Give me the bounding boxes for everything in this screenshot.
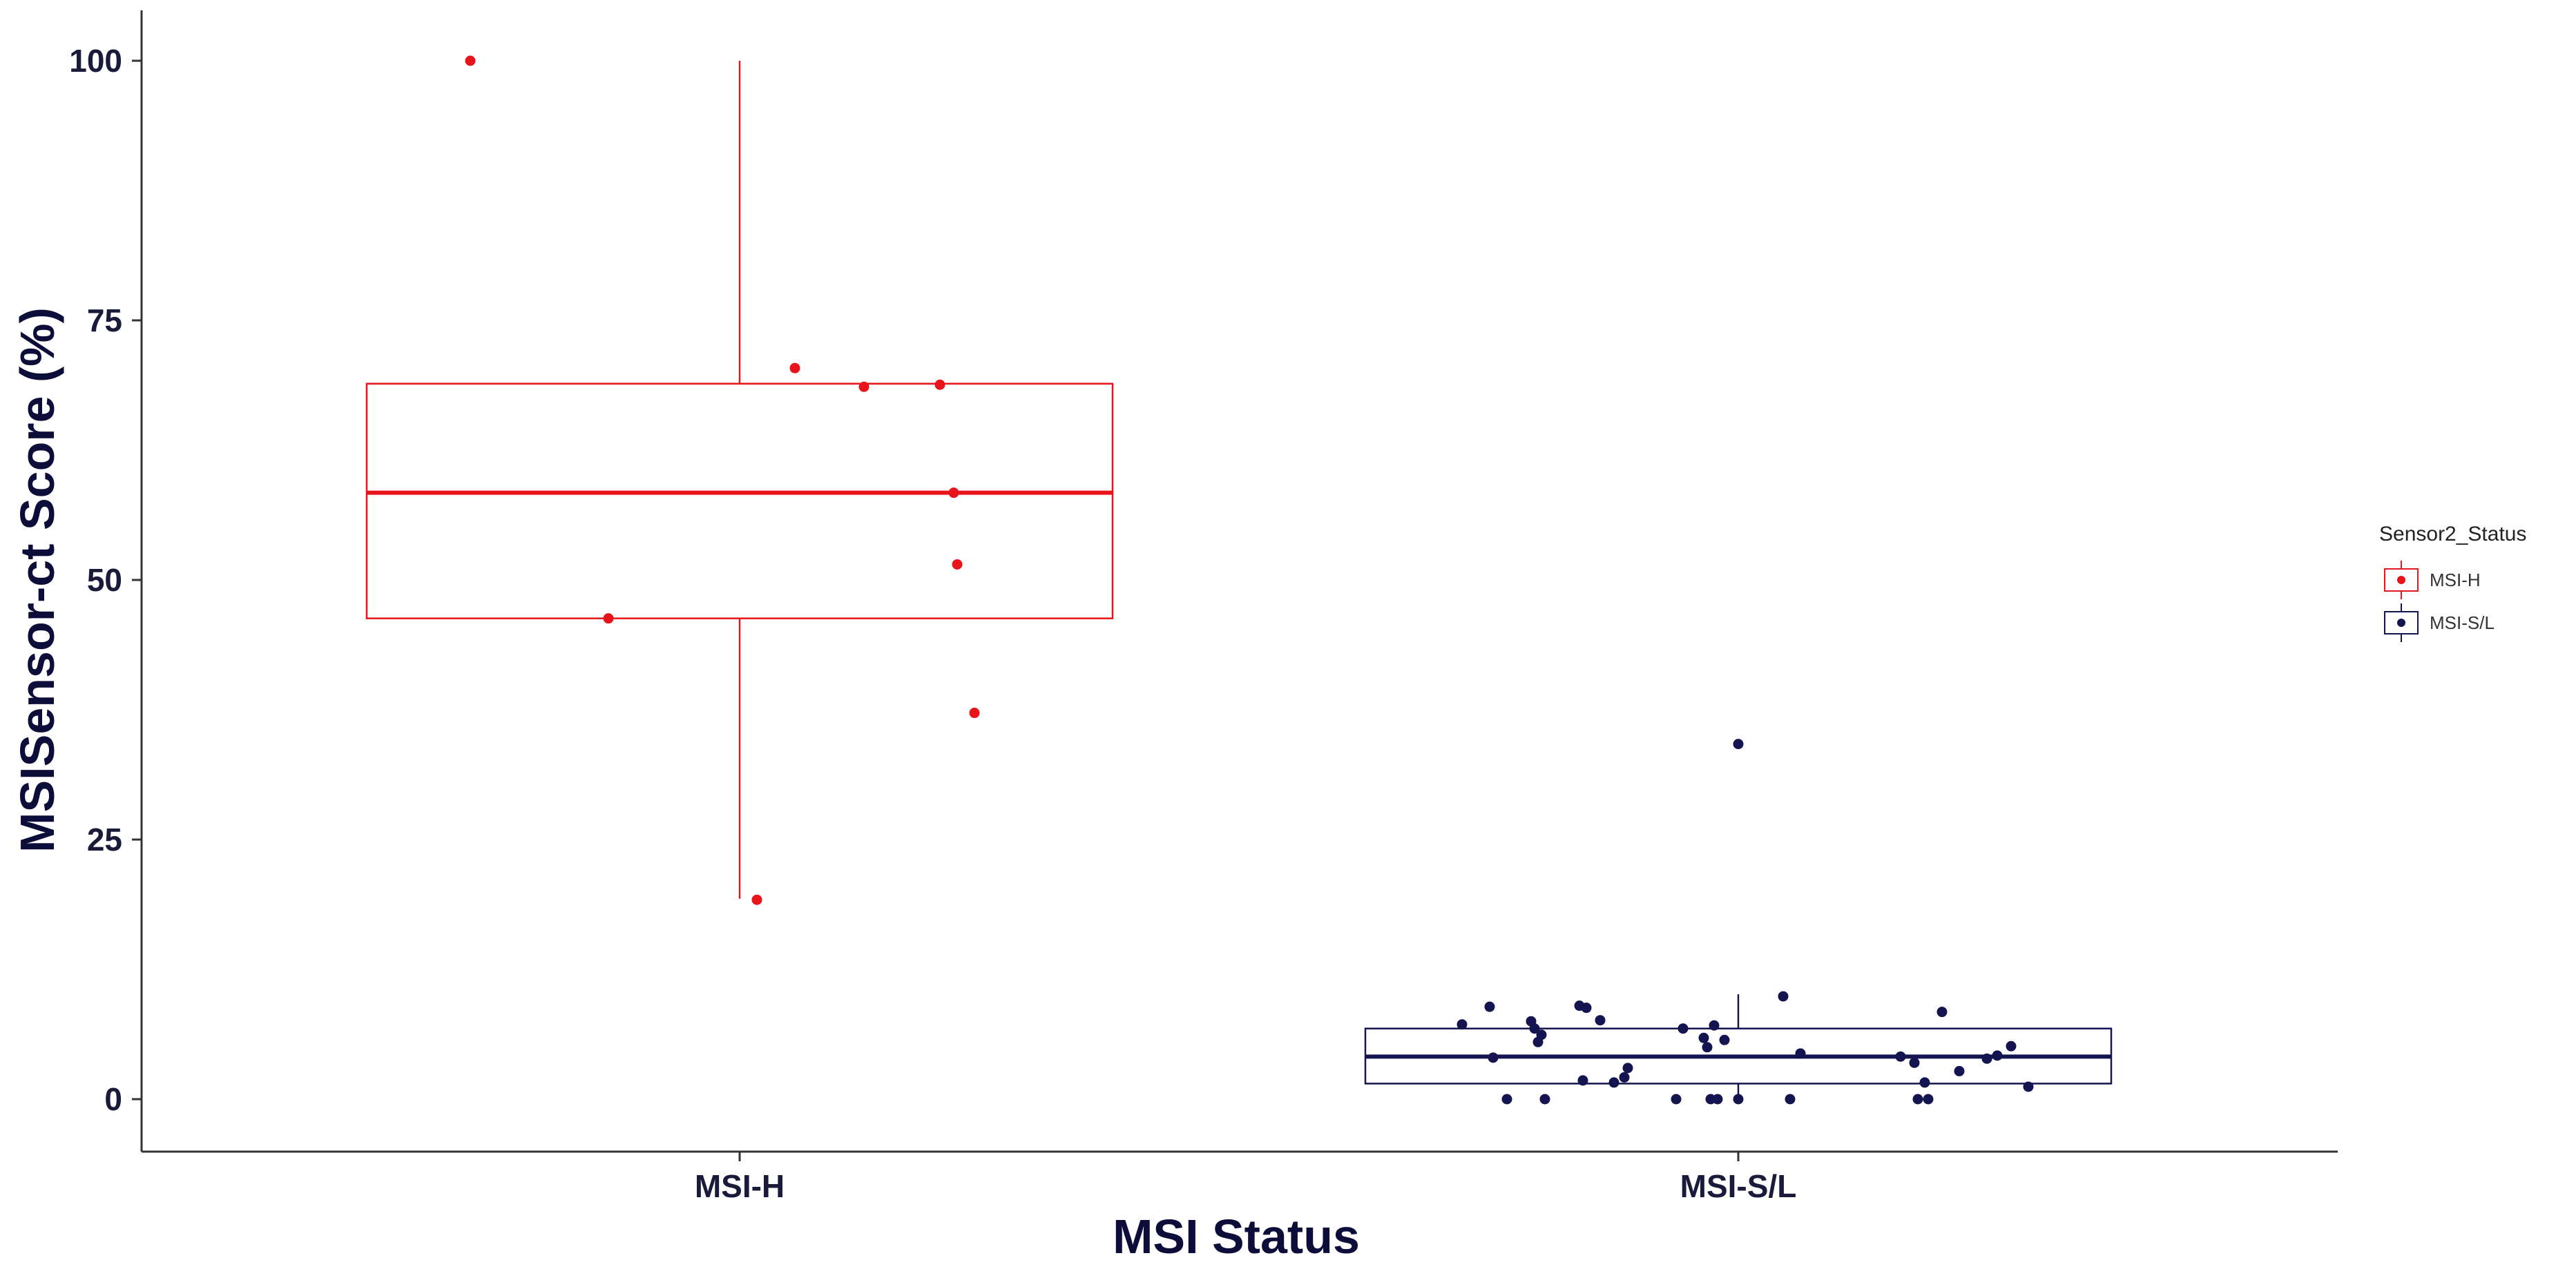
data-point — [1992, 1050, 2003, 1061]
box-series-layer — [365, 61, 2113, 1099]
data-point — [1909, 1057, 1920, 1068]
data-point — [1778, 991, 1789, 1002]
data-point — [1619, 1072, 1630, 1083]
box-msi-s-l — [1364, 994, 2113, 1099]
data-point — [1595, 1015, 1606, 1026]
legend: Sensor2_Status MSI-H MSI-S/L — [2379, 523, 2526, 642]
data-point — [1608, 1077, 1619, 1088]
data-point — [1581, 1002, 1592, 1014]
data-point — [1539, 1094, 1550, 1105]
data-point — [1622, 1063, 1633, 1074]
data-point — [952, 559, 963, 570]
y-tick-label: 0 — [104, 1081, 122, 1117]
data-point — [1954, 1065, 1965, 1076]
data-point — [1712, 1094, 1723, 1105]
legend-label: MSI-S/L — [2430, 612, 2495, 633]
x-axis-title: MSI Status — [1113, 1210, 1360, 1263]
y-tick-label: 75 — [87, 302, 122, 338]
data-point — [1536, 1029, 1547, 1040]
legend-key-point — [2397, 619, 2405, 627]
data-point — [751, 894, 762, 905]
x-tick-label: MSI-H — [695, 1168, 785, 1204]
legend-title: Sensor2_Status — [2379, 523, 2526, 545]
data-point — [1733, 1094, 1744, 1105]
data-point — [1529, 1023, 1540, 1034]
data-point — [1457, 1019, 1468, 1030]
legend-item-msi-s-l: MSI-S/L — [2384, 603, 2495, 642]
y-tick-label: 25 — [87, 822, 122, 858]
plot-area: 0 25 50 75 100 MSI-H MSI-S/L — [69, 10, 2338, 1204]
data-point — [858, 381, 869, 392]
data-point — [934, 379, 945, 390]
data-point — [1709, 1020, 1720, 1031]
legend-key-point — [2397, 576, 2405, 584]
data-point — [948, 487, 959, 498]
data-point — [1698, 1032, 1709, 1043]
data-point — [969, 708, 980, 719]
data-point — [465, 55, 476, 66]
data-point — [1501, 1094, 1512, 1105]
y-axis-title: MSISensor-ct Score (%) — [10, 307, 64, 853]
data-point — [1912, 1094, 1923, 1105]
data-point — [1678, 1023, 1689, 1034]
data-point — [1671, 1094, 1682, 1105]
legend-items: MSI-H MSI-S/L — [2384, 561, 2495, 642]
y-tick-label: 50 — [87, 562, 122, 598]
jitter-points-layer — [465, 55, 2034, 1105]
y-tick-label: 100 — [69, 43, 122, 79]
y-axis-ticks: 0 25 50 75 100 — [69, 43, 142, 1117]
data-point — [2006, 1040, 2017, 1052]
data-point — [1923, 1094, 1934, 1105]
data-point — [1936, 1007, 1948, 1018]
data-point — [2023, 1081, 2034, 1092]
legend-item-msi-h: MSI-H — [2384, 561, 2481, 599]
x-axis-ticks: MSI-H MSI-S/L — [695, 1152, 1797, 1204]
data-point — [1488, 1052, 1499, 1063]
box-iqr — [365, 382, 1114, 619]
x-tick-label: MSI-S/L — [1680, 1168, 1797, 1204]
data-point — [1702, 1042, 1713, 1053]
data-point — [1484, 1001, 1495, 1012]
data-point — [1719, 1034, 1730, 1045]
data-point — [1785, 1094, 1796, 1105]
data-point — [1795, 1048, 1806, 1059]
data-point — [1895, 1051, 1906, 1062]
data-point — [603, 613, 614, 624]
data-point — [789, 362, 800, 374]
data-point — [1733, 739, 1744, 750]
data-point — [1577, 1075, 1588, 1086]
data-point — [1981, 1053, 1992, 1064]
box-msi-h — [365, 61, 1114, 899]
legend-label: MSI-H — [2430, 570, 2481, 590]
data-point — [1919, 1077, 1930, 1088]
